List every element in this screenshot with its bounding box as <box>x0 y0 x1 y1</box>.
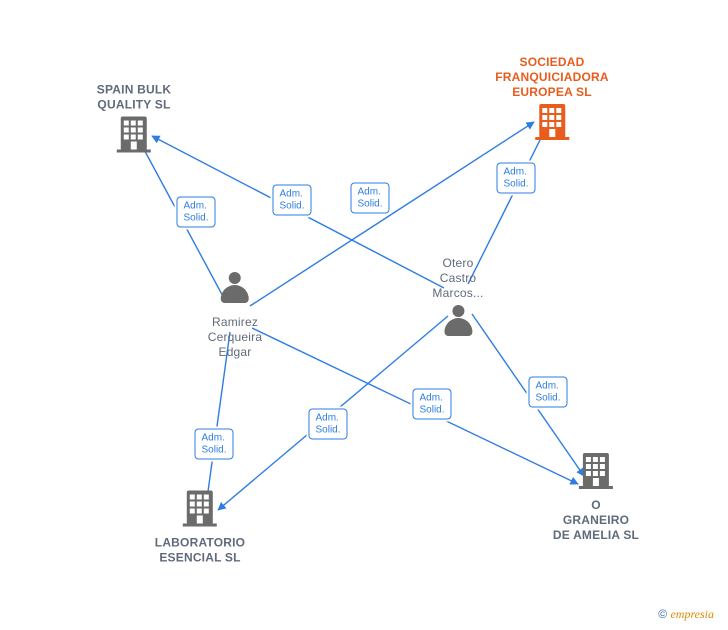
building-icon <box>535 104 569 140</box>
node-graneiro: O GRANEIRO DE AMELIA SL <box>553 453 639 543</box>
edge-label: Adm. Solid. <box>194 429 233 460</box>
edge-label: Adm. Solid. <box>412 389 451 420</box>
person-icon <box>443 305 473 339</box>
person-icon <box>220 272 250 306</box>
node-label: LABORATORIO ESENCIAL SL <box>155 536 245 566</box>
building-icon <box>117 117 151 153</box>
node-ramirez: Ramirez Cerqueira Edgar <box>208 272 263 360</box>
node-label: Otero Castro Marcos... <box>432 256 483 301</box>
diagram-canvas: SPAIN BULK QUALITY SL SOCIEDAD FRANQUICIA… <box>0 0 728 630</box>
node-otero: Otero Castro Marcos... <box>432 256 483 344</box>
building-icon <box>579 453 613 489</box>
edge <box>206 332 230 506</box>
node-label: SPAIN BULK QUALITY SL <box>97 83 171 113</box>
node-sociedad: SOCIEDAD FRANQUICIADORA EUROPEA SL <box>495 55 608 145</box>
node-label: Ramirez Cerqueira Edgar <box>208 315 263 360</box>
edge-label: Adm. Solid. <box>528 377 567 408</box>
edge-layer <box>0 0 728 630</box>
edge-label: Adm. Solid. <box>308 409 347 440</box>
edge <box>468 124 548 284</box>
edge-label: Adm. Solid. <box>350 183 389 214</box>
edge-label: Adm. Solid. <box>272 185 311 216</box>
copyright: © empresia <box>658 607 714 622</box>
building-icon <box>183 491 217 527</box>
edge-label: Adm. Solid. <box>176 197 215 228</box>
copyright-symbol: © <box>658 607 667 621</box>
node-label: O GRANEIRO DE AMELIA SL <box>553 498 639 543</box>
copyright-brand: empresia <box>670 607 714 621</box>
node-laboratorio: LABORATORIO ESENCIAL SL <box>155 491 245 566</box>
edge-label: Adm. Solid. <box>496 163 535 194</box>
node-label: SOCIEDAD FRANQUICIADORA EUROPEA SL <box>495 55 608 100</box>
node-spain_bulk: SPAIN BULK QUALITY SL <box>97 83 171 158</box>
